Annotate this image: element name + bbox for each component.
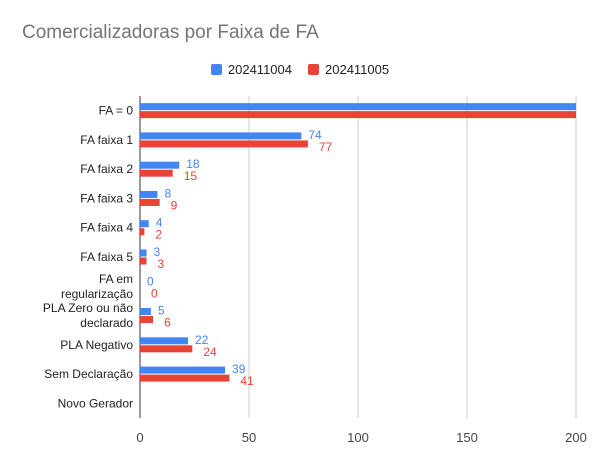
bar-series-2 — [140, 140, 308, 148]
bar-series-1 — [140, 308, 151, 316]
data-label-series-2: 0 — [151, 286, 158, 300]
x-tick-label: 50 — [242, 430, 256, 445]
legend-swatch-series-2 — [308, 64, 319, 75]
bar-series-1 — [140, 132, 302, 140]
category-label: FA faixa 5 — [80, 250, 133, 264]
bar-series-1 — [140, 190, 158, 198]
legend: 202411004 202411005 — [0, 62, 600, 77]
bar-series-2 — [140, 316, 154, 324]
data-label-series-1: 0 — [147, 274, 154, 288]
bar-series-1 — [140, 366, 226, 374]
category-label: declarado — [80, 316, 133, 330]
data-label-series-2: 3 — [158, 257, 165, 271]
bar-series-1 — [140, 249, 147, 257]
bar-series-1 — [140, 161, 180, 169]
data-label-series-1: 5 — [158, 304, 165, 318]
data-label-series-2: 2 — [155, 228, 162, 242]
bar-series-2 — [140, 374, 230, 382]
chart-title: Comercializadoras por Faixa de FA — [22, 22, 319, 43]
data-label-series-1: 8 — [164, 186, 171, 200]
category-label: FA faixa 1 — [80, 133, 133, 147]
data-label-series-2: 24 — [203, 345, 217, 359]
category-label: FA faixa 2 — [80, 162, 133, 176]
bar-series-1 — [140, 103, 576, 111]
bar-series-2 — [140, 169, 173, 177]
data-label-series-2: 41 — [240, 374, 254, 388]
category-label: regularização — [61, 287, 133, 301]
x-tick-label: 200 — [565, 430, 587, 445]
data-label-series-2: 6 — [164, 316, 171, 330]
data-label-series-2: 77 — [319, 140, 333, 154]
data-label-series-2: 15 — [184, 169, 198, 183]
x-tick-label: 0 — [136, 430, 143, 445]
legend-item-series-2: 202411005 — [308, 62, 389, 77]
category-label: Sem Declaração — [44, 367, 133, 381]
bar-series-2 — [140, 257, 147, 265]
category-label: FA em — [99, 272, 133, 286]
category-label: FA faixa 3 — [80, 191, 133, 205]
category-label: FA faixa 4 — [80, 221, 133, 235]
data-label-series-2: 9 — [171, 198, 178, 212]
category-label: PLA Zero ou não — [43, 301, 133, 315]
x-tick-label: 150 — [456, 430, 478, 445]
category-label: Novo Gerador — [58, 396, 133, 410]
bar-series-2 — [140, 198, 160, 206]
bar-series-1 — [140, 337, 188, 345]
data-label-series-1: 74 — [308, 128, 322, 142]
bar-series-2 — [140, 345, 193, 353]
legend-label-series-2: 202411005 — [325, 62, 390, 77]
bar-series-1 — [140, 220, 149, 228]
data-label-series-1: 22 — [195, 333, 209, 347]
bar-series-2 — [140, 228, 145, 236]
data-label-series-1: 4 — [156, 216, 163, 230]
data-label-series-1: 18 — [186, 157, 200, 171]
x-tick-label: 100 — [347, 430, 369, 445]
category-label: PLA Negativo — [60, 338, 133, 352]
category-label: FA = 0 — [99, 104, 134, 118]
legend-label-series-1: 202411004 — [227, 62, 292, 77]
bar-series-2 — [140, 111, 576, 119]
legend-item-series-1: 202411004 — [210, 62, 292, 77]
data-label-series-1: 3 — [154, 245, 161, 259]
legend-swatch-series-1 — [210, 64, 222, 75]
data-label-series-1: 39 — [232, 362, 246, 376]
